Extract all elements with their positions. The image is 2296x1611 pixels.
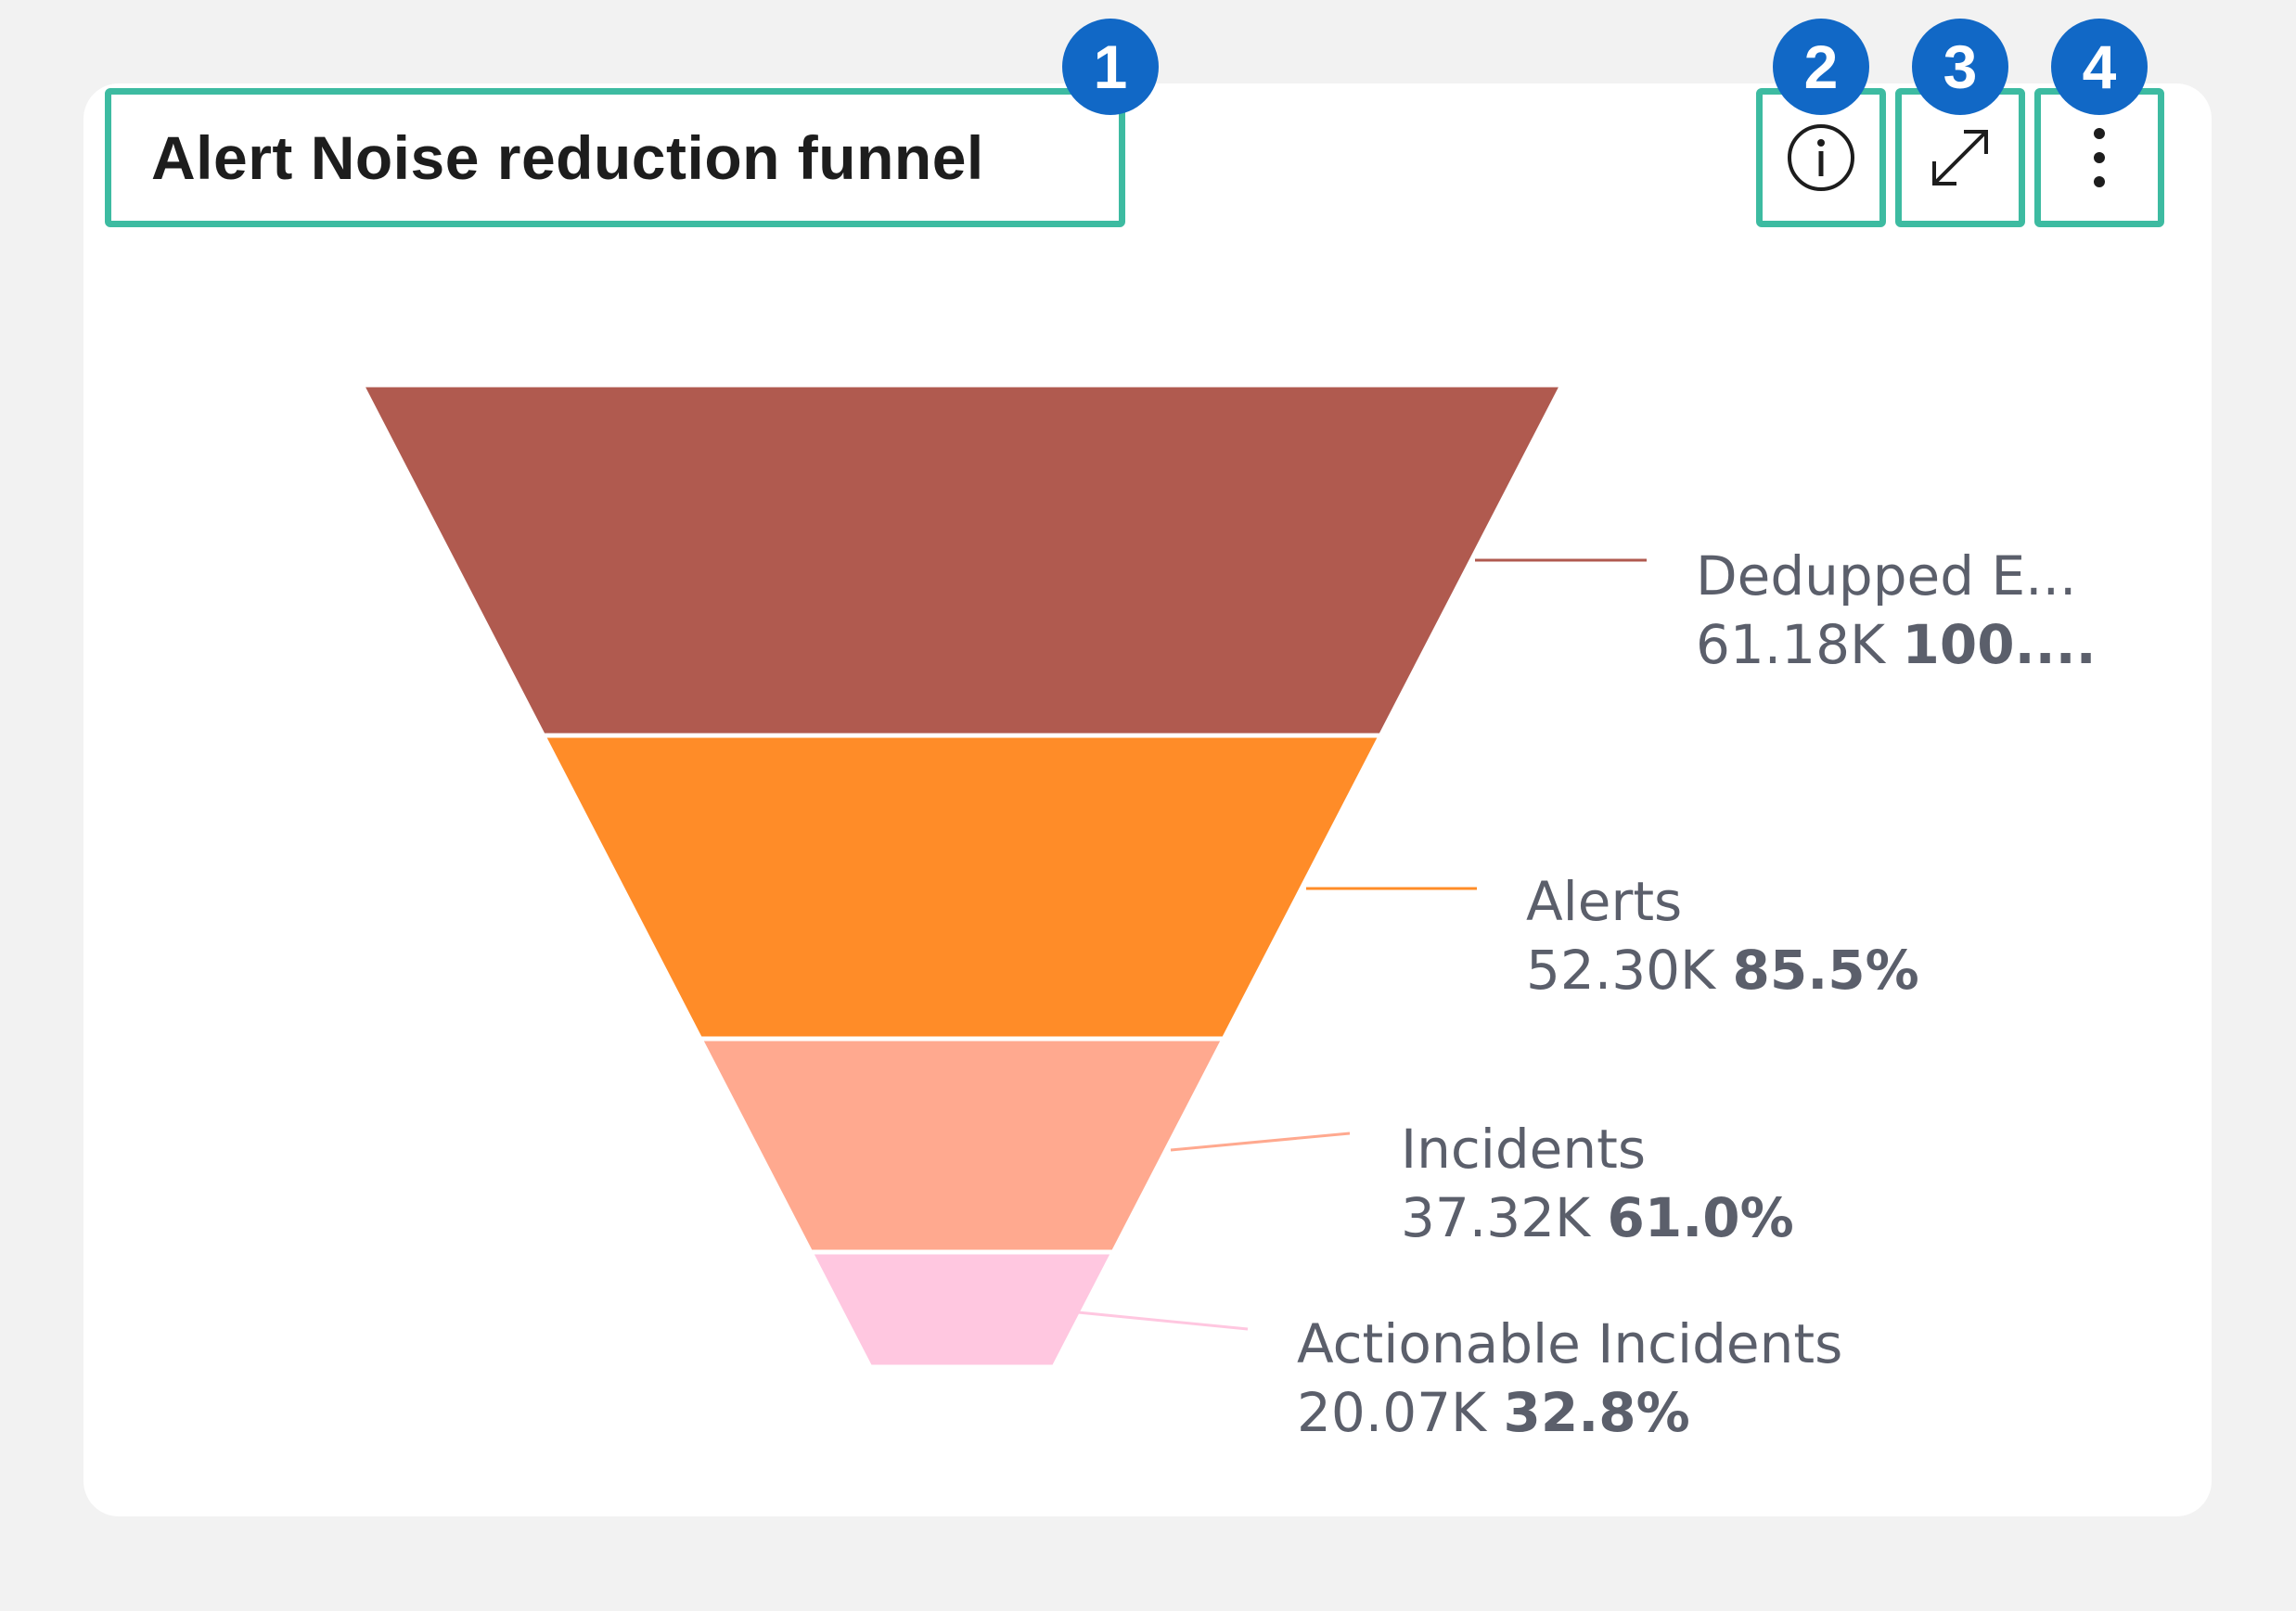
funnel-segment-2[interactable] (696, 1036, 1228, 1255)
widget-title-text: Alert Noise reduction funnel (151, 123, 984, 192)
stage-percent: 85.5% (1732, 939, 1919, 1002)
stage-label-alerts: Alerts 52.30K 85.5% (1526, 867, 1919, 1004)
expand-button[interactable] (1895, 88, 2025, 227)
callout-badge-3: 3 (1912, 19, 2008, 115)
funnel-segment-1[interactable] (539, 733, 1385, 1042)
info-button[interactable] (1756, 88, 1886, 227)
stage-percent: 100.... (1902, 613, 2097, 676)
widget-title: Alert Noise reduction funnel (105, 88, 1114, 227)
stage-name: Actionable Incidents (1297, 1312, 1843, 1375)
stage-name: Dedupped E... (1696, 544, 2077, 607)
title-highlight-box (105, 88, 1125, 227)
stage-value: 52.30K (1526, 939, 1716, 1002)
stage-label-incidents: Incidents 37.32K 61.0% (1401, 1115, 1794, 1252)
stage-label-actionable-incidents: Actionable Incidents 20.07K 32.8% (1297, 1310, 1842, 1447)
callout-badge-4: 4 (2051, 19, 2148, 115)
funnel-connector-2 (1170, 1132, 1351, 1152)
stage-percent: 61.0% (1607, 1186, 1794, 1249)
funnel-segment-0[interactable] (357, 382, 1567, 738)
more-vertical-dots-icon (2094, 128, 2105, 187)
stage-value: 20.07K (1297, 1381, 1487, 1444)
funnel-connector-3 (1077, 1311, 1249, 1331)
callout-badge-1: 1 (1062, 19, 1159, 115)
stage-value: 37.32K (1401, 1186, 1591, 1249)
funnel-segment-3[interactable] (806, 1249, 1118, 1370)
stage-value: 61.18K (1696, 613, 1886, 676)
more-options-button[interactable] (2034, 88, 2164, 227)
stage-name: Incidents (1401, 1118, 1647, 1181)
stage-name: Alerts (1526, 870, 1683, 933)
callout-badge-2: 2 (1773, 19, 1869, 115)
info-circle-icon (1788, 124, 1854, 191)
stage-label-dedupped-events: Dedupped E... 61.18K 100.... (1696, 542, 2097, 679)
stage-percent: 32.8% (1503, 1381, 1690, 1444)
expand-diagonal-arrows-icon (1932, 130, 1988, 185)
